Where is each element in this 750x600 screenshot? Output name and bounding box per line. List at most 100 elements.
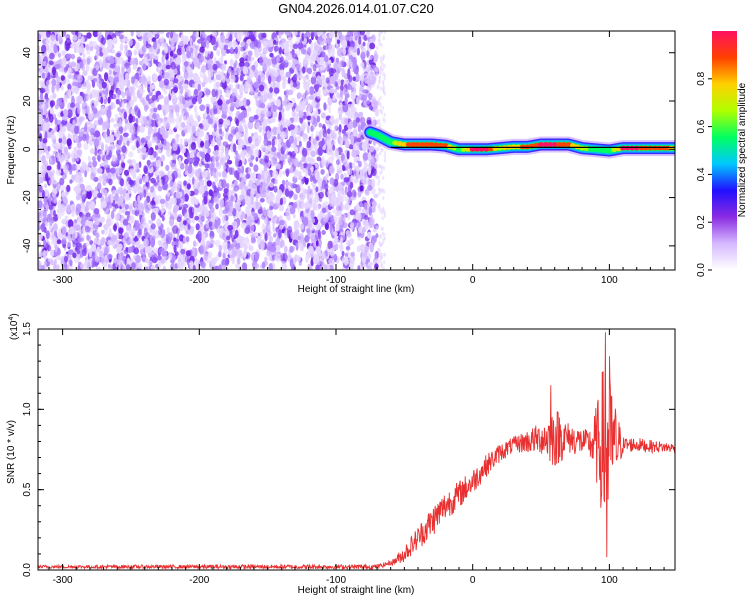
noise-blob: [332, 144, 336, 151]
noise-blob: [222, 141, 229, 147]
noise-blob: [169, 187, 174, 196]
noise-blob: [43, 121, 48, 128]
noise-blob: [194, 257, 198, 266]
noise-blob: [294, 146, 299, 154]
noise-blob: [139, 68, 143, 74]
noise-blob: [140, 153, 144, 160]
noise-blob: [143, 227, 148, 237]
noise-blob: [61, 126, 66, 132]
noise-blob: [66, 184, 71, 193]
noise-blob: [96, 167, 103, 174]
noise-blob: [117, 107, 121, 112]
noise-blob: [302, 56, 308, 65]
noise-blob: [341, 39, 348, 49]
noise-blob: [69, 179, 73, 184]
noise-blob: [329, 177, 335, 185]
noise-blob: [349, 238, 355, 245]
noise-blob: [329, 117, 335, 123]
noise-blob: [219, 82, 224, 88]
noise-blob: [255, 51, 259, 58]
noise-blob: [234, 229, 239, 238]
noise-blob: [226, 183, 230, 189]
noise-blob: [148, 260, 153, 266]
noise-blob: [344, 139, 350, 148]
noise-blob: [112, 37, 118, 45]
noise-blob: [244, 80, 249, 87]
noise-blob: [355, 74, 361, 81]
noise-blob: [347, 190, 353, 198]
noise-blob: [254, 39, 259, 48]
noise-blob: [98, 141, 103, 146]
noise-blob: [323, 264, 328, 270]
noise-blob: [109, 218, 114, 227]
noise-blob: [43, 105, 47, 115]
noise-blob: [316, 156, 322, 162]
noise-blob: [51, 217, 55, 224]
noise-blob: [273, 45, 279, 52]
noise-blob: [323, 102, 327, 111]
noise-blob: [338, 124, 342, 133]
noise-blob: [85, 212, 91, 217]
noise-blob: [72, 34, 78, 41]
noise-blob: [86, 32, 92, 39]
noise-blob: [337, 79, 342, 86]
noise-blob: [316, 94, 323, 99]
noise-blob: [160, 203, 165, 209]
noise-blob: [161, 63, 168, 72]
noise-blob: [101, 37, 106, 45]
noise-blob: [228, 112, 233, 118]
noise-blob: [226, 119, 231, 126]
noise-blob: [198, 54, 204, 63]
noise-blob: [67, 249, 74, 255]
noise-blob: [127, 86, 134, 96]
noise-blob: [185, 236, 190, 243]
noise-blob: [143, 165, 148, 174]
noise-blob: [367, 184, 373, 191]
noise-blob: [350, 81, 357, 87]
noise-blob: [179, 138, 183, 147]
noise-blob: [300, 163, 304, 171]
noise-blob: [264, 232, 268, 242]
noise-blob: [140, 216, 146, 226]
noise-blob: [195, 131, 200, 137]
noise-blob: [224, 230, 230, 237]
noise-blob: [228, 41, 233, 49]
noise-blob: [207, 171, 211, 181]
noise-blob: [92, 167, 98, 175]
noise-blob: [78, 117, 83, 124]
noise-blob: [41, 60, 47, 67]
noise-blob: [191, 125, 196, 134]
noise-blob: [336, 61, 342, 68]
noise-blob: [292, 213, 296, 219]
noise-blob: [240, 41, 246, 47]
noise-blob: [67, 219, 74, 229]
noise-blob: [149, 186, 155, 193]
noise-blob: [336, 39, 341, 44]
noise-blob: [85, 44, 90, 51]
noise-blob: [147, 129, 152, 139]
noise-blob: [50, 259, 54, 266]
noise-blob: [152, 113, 157, 120]
noise-blob: [368, 252, 372, 260]
noise-blob: [335, 210, 340, 217]
noise-blob: [267, 144, 272, 152]
noise-blob: [137, 262, 143, 270]
noise-blob: [228, 68, 232, 75]
noise-blob: [328, 257, 333, 264]
noise-blob: [344, 72, 348, 80]
noise-blob: [255, 156, 259, 162]
noise-blob: [221, 179, 227, 189]
noise-blob: [246, 55, 252, 62]
noise-blob: [95, 232, 100, 239]
noise-blob: [222, 164, 227, 171]
noise-blob: [158, 62, 163, 69]
noise-blob: [48, 60, 54, 65]
noise-blob: [270, 117, 276, 123]
noise-blob: [65, 164, 69, 170]
noise-blob: [118, 31, 124, 34]
noise-blob: [268, 230, 272, 237]
noise-blob: [247, 50, 253, 57]
noise-blob: [86, 166, 91, 172]
noise-blob: [292, 82, 298, 88]
noise-blob: [134, 41, 140, 50]
